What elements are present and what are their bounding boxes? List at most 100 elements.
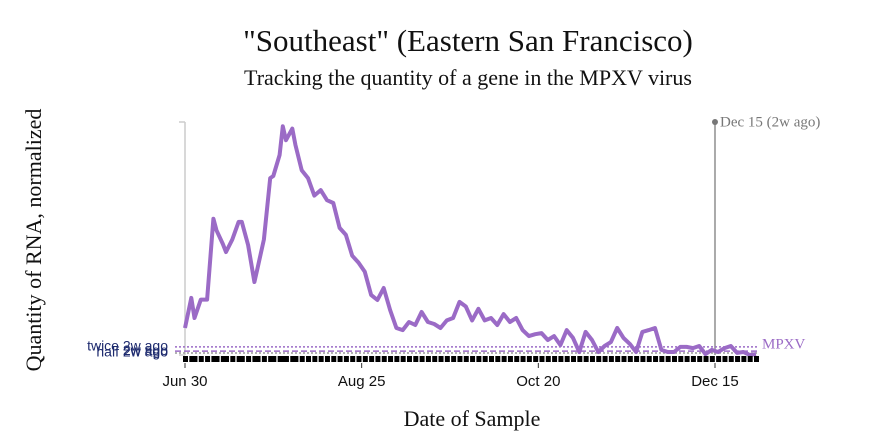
sample-tick (271, 356, 277, 362)
sample-tick (444, 356, 450, 362)
sample-tick (671, 356, 677, 362)
sample-tick (451, 356, 457, 362)
sample-tick (602, 356, 608, 362)
sample-tick (290, 356, 296, 362)
sample-tick (722, 356, 728, 362)
sample-tick (192, 356, 198, 362)
sample-tick (634, 356, 640, 362)
sample-tick (533, 356, 539, 362)
sample-tick (306, 356, 312, 362)
sample-tick (299, 356, 305, 362)
sample-tick (684, 356, 690, 362)
sample-tick (425, 356, 431, 362)
sample-tick (621, 356, 627, 362)
sample-tick (489, 356, 495, 362)
sample-tick (255, 356, 261, 362)
sample-tick (261, 356, 267, 362)
reference-label: twice 2w ago (87, 338, 168, 354)
sample-tick (246, 356, 252, 362)
y-axis-label: Quantity of RNA, normalized (21, 109, 46, 372)
x-tick-label: Jun 30 (162, 373, 207, 390)
x-tick-label: Dec 15 (691, 373, 739, 390)
reference-label: half 2w ago (96, 344, 168, 360)
sample-tick (343, 356, 349, 362)
sample-tick (406, 356, 412, 362)
sample-tick (211, 356, 217, 362)
sample-tick (697, 356, 703, 362)
sample-tick (571, 356, 577, 362)
sample-tick (189, 356, 195, 362)
sample-tick (653, 356, 659, 362)
sample-tick (747, 356, 753, 362)
sample-tick (312, 356, 318, 362)
sample-tick (362, 356, 368, 362)
sample-tick (470, 356, 476, 362)
sample-tick (501, 356, 507, 362)
sample-tick (608, 356, 614, 362)
sample-tick (514, 356, 520, 362)
sample-tick (283, 356, 289, 362)
sample-tick (224, 356, 230, 362)
chart-subtitle: Tracking the quantity of a gene in the M… (244, 65, 692, 90)
sample-tick (583, 356, 589, 362)
sample-tick (463, 356, 469, 362)
sample-tick (627, 356, 633, 362)
sample-tick (205, 356, 211, 362)
sample-tick (293, 356, 299, 362)
sample-tick (482, 356, 488, 362)
sample-tick (754, 356, 759, 362)
sample-tick (375, 356, 381, 362)
sample-tick (564, 356, 570, 362)
marker-dot (711, 119, 718, 125)
sample-tick (716, 356, 722, 362)
sample-tick (520, 356, 526, 362)
marker-label: Dec 15 (2w ago) (720, 114, 820, 130)
sample-tick (659, 356, 665, 362)
sample-tick (552, 356, 558, 362)
sample-tick (413, 356, 419, 362)
sample-tick (239, 356, 245, 362)
sample-tick (438, 356, 444, 362)
sample-tick (596, 356, 602, 362)
sample-tick (665, 356, 671, 362)
sample-tick (690, 356, 696, 362)
sample-tick (236, 356, 242, 362)
sample-tick (277, 356, 283, 362)
sample-tick (268, 356, 274, 362)
sample-tick (214, 356, 220, 362)
sample-tick (741, 356, 747, 362)
sample-tick (709, 356, 715, 362)
sample-tick (183, 356, 188, 362)
sample-tick (589, 356, 595, 362)
sample-tick (735, 356, 741, 362)
sample-tick (388, 356, 394, 362)
chart-title: "Southeast" (Eastern San Francisco) (243, 23, 693, 58)
sample-tick (526, 356, 532, 362)
sample-tick (646, 356, 652, 362)
sample-tick (419, 356, 425, 362)
sample-tick (432, 356, 438, 362)
sample-tick (539, 356, 545, 362)
sample-tick (615, 356, 621, 362)
sample-tick (728, 356, 734, 362)
sample-tick (394, 356, 400, 362)
sample-tick (476, 356, 482, 362)
sample-tick (507, 356, 513, 362)
series-line (183, 124, 757, 357)
sample-tick (350, 356, 356, 362)
sample-tick (220, 356, 226, 362)
sample-tick (678, 356, 684, 362)
sample-tick (545, 356, 551, 362)
x-tick-label: Oct 20 (516, 373, 560, 390)
sample-tick (324, 356, 330, 362)
sample-tick (400, 356, 406, 362)
series-label: MPXV (762, 336, 806, 352)
sample-tick (495, 356, 501, 362)
reference-label: 2w ago (123, 342, 168, 358)
sample-tick (558, 356, 564, 362)
sample-tick (230, 356, 236, 362)
x-tick-label: Aug 25 (338, 373, 386, 390)
sample-tick (356, 356, 362, 362)
sample-tick (703, 356, 709, 362)
